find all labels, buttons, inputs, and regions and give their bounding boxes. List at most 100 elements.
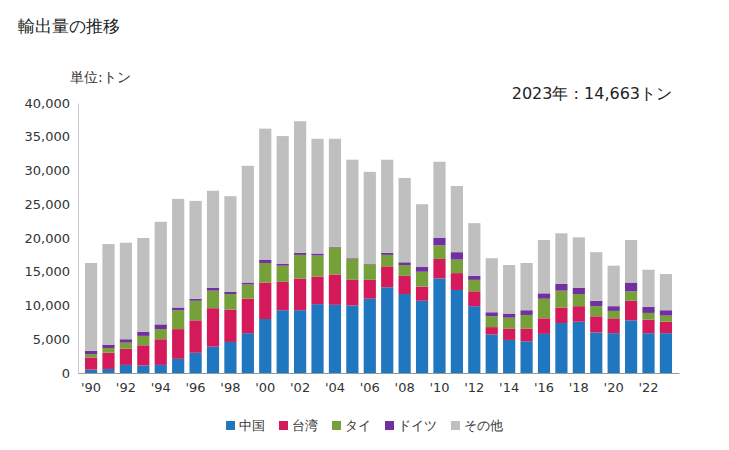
y-tick: 35,000 bbox=[25, 129, 79, 144]
y-tick: 40,000 bbox=[25, 96, 79, 111]
bar bbox=[329, 247, 341, 274]
bar bbox=[207, 291, 219, 309]
y-tick-label: 35,000 bbox=[25, 129, 71, 144]
y-axis-line bbox=[78, 104, 79, 374]
bar bbox=[608, 266, 620, 307]
bar bbox=[399, 265, 411, 276]
bar bbox=[573, 237, 585, 288]
y-tick-label: 25,000 bbox=[25, 197, 71, 212]
bar bbox=[451, 186, 463, 252]
bar bbox=[364, 264, 376, 280]
bar bbox=[277, 264, 289, 266]
legend-label: ドイツ bbox=[398, 418, 437, 433]
bar bbox=[416, 267, 428, 272]
bar bbox=[277, 282, 289, 310]
y-tick: 20,000 bbox=[25, 231, 79, 246]
bar bbox=[364, 299, 376, 373]
bar bbox=[311, 139, 323, 254]
annotation: 2023年 : 14,663トン bbox=[512, 84, 672, 103]
bar bbox=[259, 263, 271, 283]
y-tick-label: 0 bbox=[62, 366, 70, 381]
bar bbox=[242, 285, 254, 299]
bar bbox=[311, 256, 323, 277]
bar bbox=[625, 301, 637, 321]
legend-item: 中国 bbox=[226, 418, 265, 433]
bar bbox=[172, 308, 184, 311]
bar bbox=[102, 348, 114, 353]
y-tick: 10,000 bbox=[25, 298, 79, 313]
bar bbox=[451, 290, 463, 373]
x-tick: '94 bbox=[151, 373, 171, 395]
x-tick-label: '12 bbox=[464, 380, 484, 395]
bar bbox=[486, 327, 498, 334]
legend-label: タイ bbox=[345, 418, 371, 433]
bar bbox=[85, 357, 97, 369]
bar bbox=[189, 320, 201, 352]
bar bbox=[642, 270, 654, 307]
bar bbox=[259, 260, 271, 263]
bar bbox=[311, 254, 323, 256]
x-tick-label: '10 bbox=[429, 380, 449, 395]
x-tick-label: '22 bbox=[638, 380, 658, 395]
legend-swatch bbox=[279, 421, 288, 430]
bar bbox=[399, 262, 411, 265]
bar bbox=[573, 322, 585, 373]
bar bbox=[120, 343, 132, 349]
bar bbox=[573, 294, 585, 306]
bar bbox=[538, 299, 550, 319]
x-tick: '10 bbox=[429, 373, 449, 395]
bar bbox=[520, 263, 532, 310]
bar bbox=[172, 199, 184, 308]
bar bbox=[590, 333, 602, 374]
bar bbox=[259, 129, 271, 260]
bar bbox=[381, 255, 393, 266]
chart: 輸出量の推移単位:トン2023年 : 14,663トン05,00010,0001… bbox=[0, 0, 729, 450]
y-tick: 30,000 bbox=[25, 163, 79, 178]
bar bbox=[625, 283, 637, 292]
x-tick-label: '02 bbox=[290, 380, 310, 395]
bar bbox=[172, 329, 184, 359]
bar bbox=[364, 172, 376, 264]
bar bbox=[224, 292, 236, 294]
x-tick: '04 bbox=[325, 373, 345, 395]
x-tick-label: '16 bbox=[534, 380, 554, 395]
bar bbox=[399, 276, 411, 294]
bar bbox=[85, 263, 97, 351]
x-tick: '90 bbox=[81, 373, 101, 395]
bar bbox=[137, 332, 149, 336]
bar bbox=[503, 318, 515, 329]
x-tick: '96 bbox=[186, 373, 206, 395]
x-tick: '16 bbox=[534, 373, 554, 395]
x-tick: '00 bbox=[255, 373, 275, 395]
legend-swatch bbox=[385, 421, 394, 430]
bar bbox=[224, 294, 236, 310]
bar bbox=[155, 339, 167, 365]
bar bbox=[625, 291, 637, 300]
bar bbox=[486, 258, 498, 312]
x-tick-label: '92 bbox=[116, 380, 136, 395]
y-tick-label: 40,000 bbox=[25, 96, 71, 111]
bar bbox=[486, 335, 498, 373]
bar bbox=[555, 291, 567, 308]
bar bbox=[503, 265, 515, 314]
x-tick-label: '04 bbox=[325, 380, 345, 395]
bar bbox=[242, 299, 254, 333]
bar bbox=[503, 328, 515, 339]
bar bbox=[433, 245, 445, 258]
plot: 05,00010,00015,00020,00025,00030,00035,0… bbox=[25, 96, 680, 396]
bar bbox=[573, 288, 585, 294]
bar bbox=[503, 340, 515, 373]
bar bbox=[85, 354, 97, 357]
bar bbox=[120, 365, 132, 373]
bar bbox=[207, 191, 219, 288]
bar bbox=[468, 223, 480, 276]
bar bbox=[189, 353, 201, 373]
bar bbox=[155, 365, 167, 373]
bar bbox=[311, 276, 323, 304]
x-tick-label: '94 bbox=[151, 380, 171, 395]
bar bbox=[660, 310, 672, 315]
bar bbox=[399, 178, 411, 262]
bar bbox=[207, 288, 219, 291]
bar bbox=[486, 312, 498, 316]
bar bbox=[172, 359, 184, 373]
